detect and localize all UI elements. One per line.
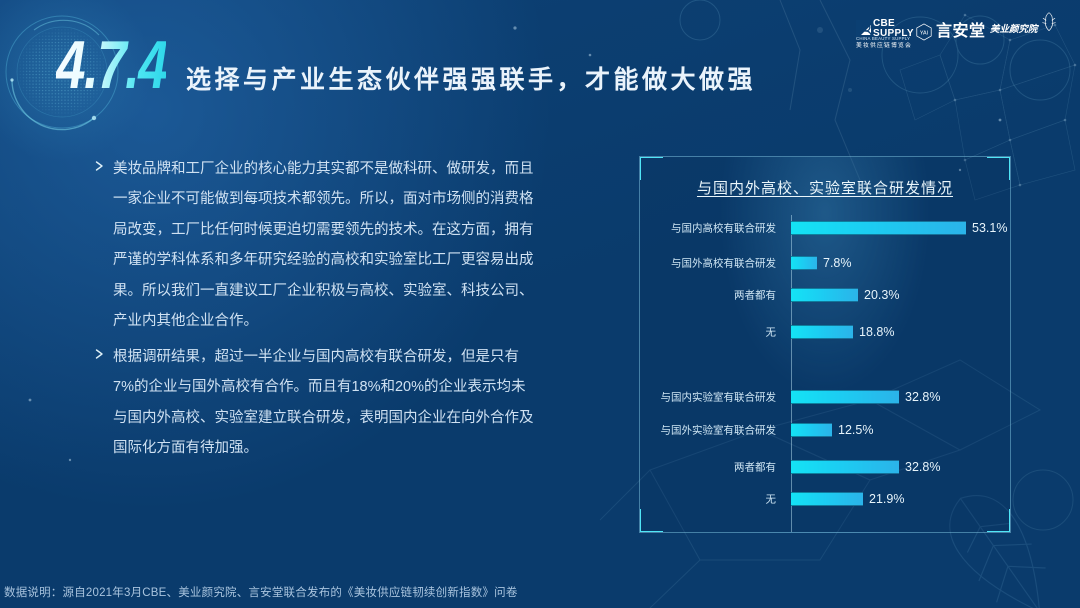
svg-text:YAI: YAI: [920, 30, 928, 36]
